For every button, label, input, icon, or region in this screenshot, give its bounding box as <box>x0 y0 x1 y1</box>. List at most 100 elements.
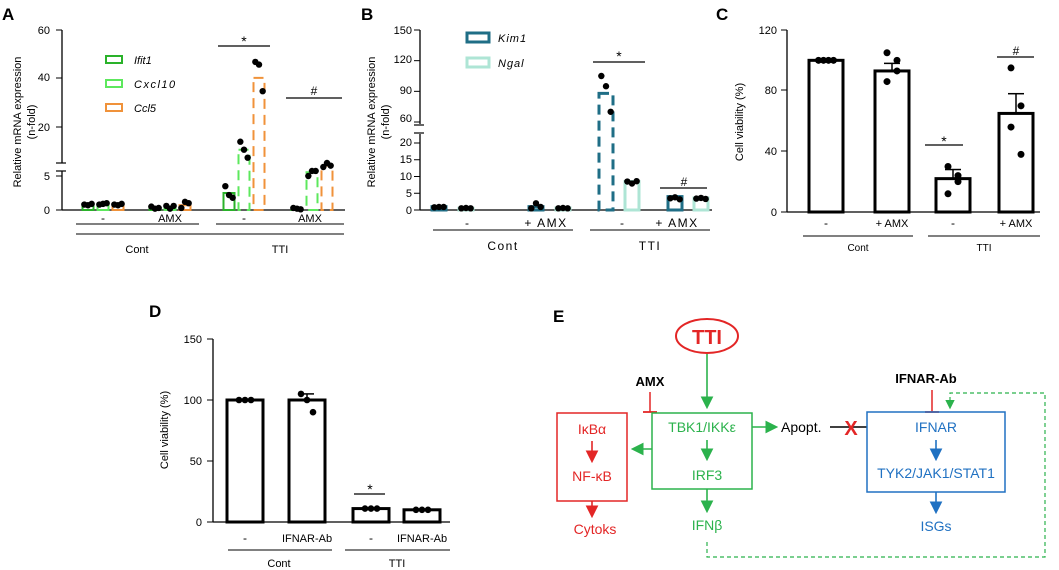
panel-d-chart: 0 50 100 150 Cell viability (%) * - IFNA… <box>159 334 450 570</box>
a-group-label: TTI <box>272 244 289 256</box>
a-tick-label: 20 <box>38 122 50 134</box>
ifnar-ab-label: IFNAR-Ab <box>895 371 956 386</box>
a-y-label: Relative mRNA expression <box>12 57 24 188</box>
d-tick-label: 150 <box>184 334 202 346</box>
a-legend-ccl5: Ccl5 <box>134 103 157 115</box>
panel-label-d: D <box>149 302 161 321</box>
b-tick-label: 120 <box>394 54 412 66</box>
ifnb-feedback-arrow <box>706 392 1046 558</box>
tti-label: TTI <box>692 327 722 349</box>
d-tick-label: 0 <box>196 517 202 529</box>
d-point <box>373 505 381 512</box>
d-group-label: Cont <box>267 558 290 570</box>
b-ngal-point <box>693 195 700 202</box>
b-legend-kim1-swatch <box>465 31 491 44</box>
d-cat-label: IFNAR-Ab <box>397 533 447 545</box>
b-legend-ngal-swatch <box>465 56 491 69</box>
c-point <box>1017 150 1025 158</box>
b-tick-label: 10 <box>400 171 412 183</box>
apopt-label: Apopt. <box>781 419 821 435</box>
c-group-label: TTI <box>977 243 992 254</box>
irf3-label: IRF3 <box>692 467 723 483</box>
panel-a-chart: 0 5 20 40 60 Relative mRNA expression (n… <box>12 25 345 256</box>
d-point <box>361 505 369 512</box>
c-bar <box>997 111 1035 214</box>
a-tick-label: 0 <box>44 205 50 217</box>
d-y-label: Cell viability (%) <box>159 391 171 469</box>
d-point <box>247 396 255 404</box>
a-axis-break <box>54 163 68 171</box>
a-ifit1-point <box>229 194 236 201</box>
a-cxcl10-point <box>237 138 244 145</box>
a-cxcl10-point <box>170 202 177 210</box>
b-ngal-point <box>467 205 474 212</box>
a-ccl5-point <box>255 61 263 68</box>
a-cxcl10-point <box>240 146 248 153</box>
b-tick-label: 15 <box>400 154 412 166</box>
b-tick-label: 150 <box>394 25 412 37</box>
b-ngal-point <box>462 204 470 212</box>
d-point <box>412 506 420 514</box>
b-kim1-point <box>440 203 447 211</box>
b-hash: # <box>681 175 688 189</box>
c-point <box>1007 64 1015 72</box>
c-point <box>1017 102 1025 110</box>
d-star: * <box>367 481 373 497</box>
c-bars <box>807 49 1035 214</box>
b-kim1-point <box>532 200 540 207</box>
b-kim1-point <box>528 205 535 212</box>
b-cat-label: - <box>620 216 624 230</box>
tbk1-label: TBK1/IKKε <box>668 419 736 435</box>
d-point <box>297 390 305 398</box>
b-cat-label: - <box>465 216 469 230</box>
a-group-label: Cont <box>125 244 148 256</box>
d-point <box>309 408 317 416</box>
ikba-label: IκBα <box>578 421 606 437</box>
b-group-label: TTI <box>639 239 662 253</box>
b-ngal-point <box>702 195 709 203</box>
b-cat-label: + AMX <box>655 216 698 230</box>
b-kim1-point <box>537 203 544 211</box>
block-x-mark: X <box>844 418 858 440</box>
a-legend-ifit1-swatch <box>105 55 123 64</box>
cytoks-label: Cytoks <box>574 521 617 537</box>
c-point <box>830 56 837 64</box>
c-hash: # <box>1013 44 1020 58</box>
a-cxcl10-point <box>244 154 251 161</box>
c-point <box>944 190 952 198</box>
a-tick-label: 40 <box>38 72 50 84</box>
c-bar <box>807 58 845 214</box>
c-bar <box>934 177 972 214</box>
a-bars <box>81 58 334 213</box>
c-point <box>954 172 962 180</box>
b-kim1-point <box>435 203 443 211</box>
d-cat-label: IFNAR-Ab <box>282 533 332 545</box>
d-bar <box>225 398 265 524</box>
b-ngal-point <box>458 205 465 212</box>
d-point <box>418 506 426 514</box>
a-ifit1-point <box>222 183 229 190</box>
d-point <box>303 396 311 404</box>
c-point <box>883 49 891 57</box>
panel-label-c: C <box>716 5 728 24</box>
ifnb-label: IFNβ <box>692 517 723 533</box>
d-point <box>367 505 375 512</box>
c-point <box>815 56 822 64</box>
a-tick-label: 5 <box>44 171 50 183</box>
d-tick-label: 50 <box>190 456 202 468</box>
a-hash: # <box>311 84 318 98</box>
panel-label-e: E <box>553 307 564 326</box>
c-point <box>944 163 952 170</box>
b-kim1-bar <box>597 91 615 212</box>
b-kim1-point <box>602 83 610 90</box>
a-y-label-2: (n-fold) <box>26 105 38 140</box>
b-ngal-point <box>633 177 640 185</box>
b-ngal-point <box>559 204 567 212</box>
c-tick-label: 0 <box>771 207 777 219</box>
panel-b-chart: 0 5 10 15 20 60 90 120 150 Relative mRNA… <box>366 25 712 253</box>
panel-e-diagram: TTI AMX TBK1/IKKε IRF3 IFNβ IκBα NF-κB C… <box>556 318 1046 558</box>
a-ifit1-point <box>155 204 162 212</box>
ifnar-label: IFNAR <box>915 419 957 435</box>
a-ifit1-point <box>88 200 95 208</box>
tyk2-label: TYK2/JAK1/STAT1 <box>877 465 995 481</box>
